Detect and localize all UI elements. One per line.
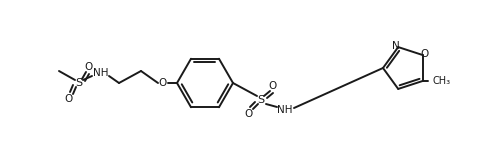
Text: N: N — [392, 41, 400, 51]
Text: S: S — [257, 95, 265, 105]
Text: O: O — [65, 94, 73, 104]
Text: CH₃: CH₃ — [433, 76, 451, 86]
Text: O: O — [159, 78, 167, 88]
Text: O: O — [245, 109, 253, 119]
Text: S: S — [76, 78, 82, 88]
Text: O: O — [85, 62, 93, 72]
Text: O: O — [421, 49, 429, 59]
Text: NH: NH — [93, 68, 109, 78]
Text: O: O — [269, 81, 277, 91]
Text: NH: NH — [277, 105, 293, 115]
